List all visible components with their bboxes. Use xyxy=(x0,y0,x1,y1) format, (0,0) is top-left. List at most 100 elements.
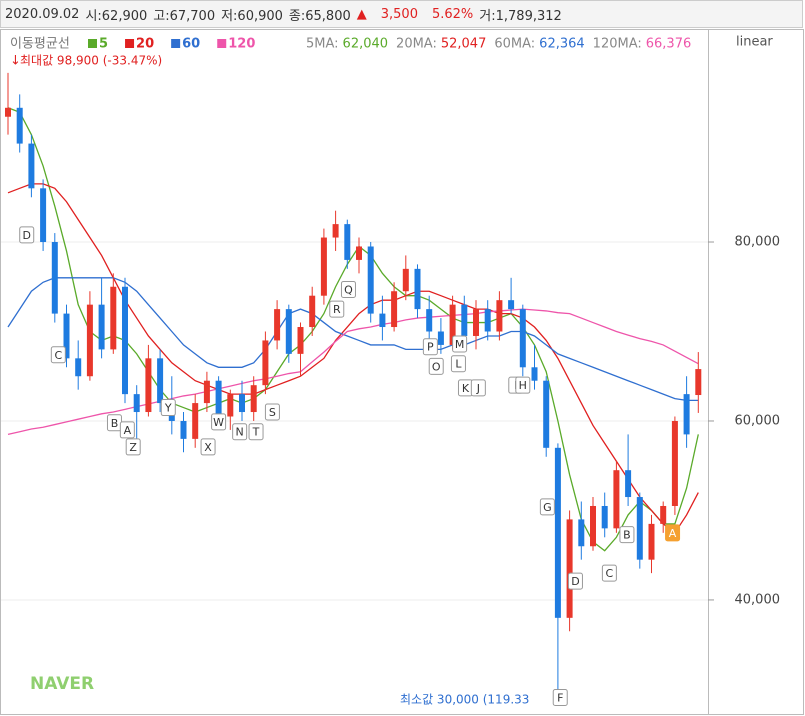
annotation-label: X xyxy=(204,441,212,454)
annotation-label: Y xyxy=(164,402,172,415)
ma-value: 52,047 xyxy=(441,37,487,52)
candle-body xyxy=(133,394,140,413)
legend-swatch xyxy=(171,39,181,48)
annotation-label: L xyxy=(455,358,462,371)
ma-label: 20MA: xyxy=(396,37,437,52)
up-arrow: ▲ xyxy=(356,6,367,22)
annotation-label: T xyxy=(252,426,260,439)
annotation-box xyxy=(160,399,176,417)
annotation-box xyxy=(119,421,135,439)
annotation-box xyxy=(470,379,486,397)
annotation-label: R xyxy=(333,303,341,316)
y-tick-label: 40,000 xyxy=(735,592,781,607)
candle-body xyxy=(86,304,93,377)
candle-body xyxy=(145,358,152,413)
candle-body xyxy=(367,246,374,314)
annotation-label: O xyxy=(432,360,441,373)
candle-body xyxy=(508,300,515,310)
candle-body xyxy=(566,519,573,618)
candle-body xyxy=(449,304,456,345)
candle-body xyxy=(660,505,667,524)
candle-body xyxy=(98,304,105,350)
candle-body xyxy=(613,470,620,529)
candle-body xyxy=(461,304,468,336)
candle-body xyxy=(180,420,187,439)
annotation-label: Q xyxy=(344,283,353,296)
candle-body xyxy=(379,313,386,328)
annotation-label: C xyxy=(54,349,62,362)
annotation-label: A xyxy=(124,424,132,437)
annotation-label: N xyxy=(236,426,244,439)
candle-body xyxy=(309,295,316,328)
annotation-box xyxy=(665,524,681,542)
candle-body xyxy=(683,394,690,435)
candle-body xyxy=(671,420,678,506)
ma-label: 120MA: xyxy=(593,37,642,52)
annotation-box xyxy=(552,688,568,706)
y-tick-label: 60,000 xyxy=(735,413,781,428)
candle-body xyxy=(391,291,398,328)
candle-body xyxy=(110,286,117,350)
legend-swatch xyxy=(125,39,135,48)
candle-body xyxy=(519,309,526,368)
date: 2020.09.02 xyxy=(5,6,80,22)
candle-body xyxy=(40,188,47,243)
candle-body xyxy=(402,268,409,292)
candle-body xyxy=(543,380,550,448)
candle-body xyxy=(625,470,632,498)
legend-swatch xyxy=(88,39,97,48)
ma-line xyxy=(7,183,699,534)
candle-body xyxy=(531,367,538,381)
ma-line xyxy=(7,277,699,402)
annotation-box xyxy=(50,346,66,364)
volume: 거:1,789,312 xyxy=(479,8,562,24)
annotation-label: D xyxy=(22,229,30,242)
ma-value: 62,040 xyxy=(343,37,389,52)
y-tick-label: 80,000 xyxy=(735,235,781,250)
candle-body xyxy=(285,309,292,354)
legend-label: 5 xyxy=(99,37,108,52)
candle-body xyxy=(51,242,58,314)
annotation-box xyxy=(567,572,583,590)
annotation-box xyxy=(428,357,444,375)
annotation-label: A xyxy=(669,527,677,540)
annotation-label: C xyxy=(606,567,614,580)
candle-body xyxy=(332,224,339,238)
candle-body xyxy=(203,380,210,404)
annotation-label: H xyxy=(519,379,527,392)
annotation-box xyxy=(340,280,356,298)
candle-body xyxy=(16,107,23,144)
annotation-box xyxy=(329,300,345,318)
ma-label: 5MA: xyxy=(306,37,339,52)
annotation-box xyxy=(452,335,468,353)
max-label: 최대값 98,900 (-33.47%) xyxy=(20,54,162,68)
candle-body xyxy=(250,385,257,413)
annotation-label: G xyxy=(543,501,552,514)
candle-body xyxy=(578,519,585,547)
min-label: 최소값 30,000 (119.33 xyxy=(400,693,529,707)
ma-value: 66,376 xyxy=(646,37,692,52)
annotation-label: S xyxy=(269,406,276,419)
annotation-label: K xyxy=(462,382,470,395)
legend-swatch xyxy=(217,39,227,48)
annotation-box xyxy=(211,413,227,431)
annotation-label: F xyxy=(557,691,563,704)
candle-body xyxy=(426,309,433,332)
annotation-label: W xyxy=(213,416,224,429)
candle-body xyxy=(590,505,596,547)
candle-body xyxy=(484,309,491,332)
candle-body xyxy=(227,394,234,417)
candle-body xyxy=(473,309,479,336)
annotation-label: Z xyxy=(129,441,137,454)
candle-body xyxy=(437,331,444,345)
annotation-box xyxy=(19,226,35,244)
candle-body xyxy=(28,143,35,189)
annotation-label: B xyxy=(111,417,119,430)
annotation-label: J xyxy=(476,382,480,395)
annotation-box xyxy=(125,438,141,456)
plot: DCBAZYXWNTSRQPOMLKJIHGFDCBA xyxy=(5,72,702,706)
change: 3,500 xyxy=(380,6,418,22)
close: 종:65,800 xyxy=(288,8,351,24)
